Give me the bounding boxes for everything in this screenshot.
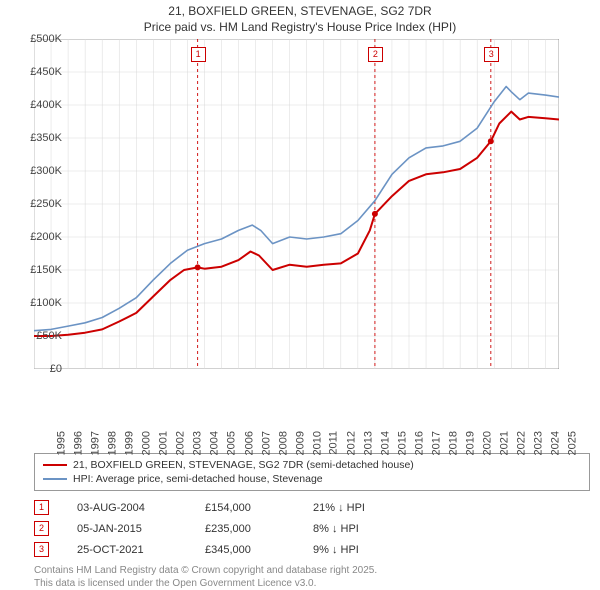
sale-hpi-diff: 8% ↓ HPI: [313, 523, 393, 535]
x-tick-label: 2005: [226, 431, 238, 455]
sale-marker-2: 2: [368, 47, 383, 62]
x-tick-label: 2006: [243, 431, 255, 455]
sale-date: 05-JAN-2015: [77, 523, 177, 535]
legend-swatch: [43, 478, 67, 480]
legend: 21, BOXFIELD GREEN, STEVENAGE, SG2 7DR (…: [34, 453, 590, 491]
sale-row-marker: 1: [34, 500, 49, 515]
x-tick-label: 1996: [73, 431, 85, 455]
x-tick-label: 2018: [448, 431, 460, 455]
x-tick-label: 2000: [141, 431, 153, 455]
sale-price: £235,000: [205, 523, 285, 535]
y-tick-label: £300K: [30, 165, 62, 177]
x-tick-label: 1998: [107, 431, 119, 455]
x-tick-label: 1999: [124, 431, 136, 455]
sale-row-marker: 3: [34, 542, 49, 557]
x-tick-label: 2020: [482, 431, 494, 455]
legend-label: 21, BOXFIELD GREEN, STEVENAGE, SG2 7DR (…: [73, 459, 414, 471]
x-tick-label: 2004: [209, 431, 221, 455]
y-tick-label: £450K: [30, 66, 62, 78]
line-chart: [34, 39, 559, 369]
sale-row: 3 25-OCT-2021 £345,000 9% ↓ HPI: [34, 539, 590, 560]
x-tick-label: 2002: [175, 431, 187, 455]
sale-price: £154,000: [205, 502, 285, 514]
x-tick-label: 1995: [55, 431, 67, 455]
x-tick-label: 2009: [294, 431, 306, 455]
y-tick-label: £100K: [30, 297, 62, 309]
x-tick-label: 2016: [413, 431, 425, 455]
x-tick-label: 2017: [430, 431, 442, 455]
sale-row: 2 05-JAN-2015 £235,000 8% ↓ HPI: [34, 518, 590, 539]
x-tick-label: 2022: [516, 431, 528, 455]
title-line1: 21, BOXFIELD GREEN, STEVENAGE, SG2 7DR: [0, 4, 600, 20]
x-tick-label: 2019: [465, 431, 477, 455]
x-tick-label: 2001: [158, 431, 170, 455]
x-tick-label: 2025: [567, 431, 579, 455]
sale-date: 25-OCT-2021: [77, 544, 177, 556]
x-tick-label: 2008: [277, 431, 289, 455]
x-tick-label: 2023: [533, 431, 545, 455]
x-tick-label: 2012: [345, 431, 357, 455]
x-tick-label: 1997: [90, 431, 102, 455]
sale-date: 03-AUG-2004: [77, 502, 177, 514]
sale-marker-1: 1: [191, 47, 206, 62]
x-tick-label: 2015: [396, 431, 408, 455]
y-tick-label: £0: [50, 363, 62, 375]
x-tick-label: 2011: [327, 431, 339, 455]
sales-table: 1 03-AUG-2004 £154,000 21% ↓ HPI 2 05-JAN-201…: [34, 497, 590, 560]
y-tick-label: £200K: [30, 231, 62, 243]
x-tick-label: 2013: [362, 431, 374, 455]
x-tick-label: 2014: [379, 431, 391, 455]
title-line2: Price paid vs. HM Land Registry's House …: [0, 20, 600, 36]
legend-label: HPI: Average price, semi-detached house,…: [73, 473, 323, 485]
sale-row: 1 03-AUG-2004 £154,000 21% ↓ HPI: [34, 497, 590, 518]
x-tick-label: 2010: [311, 431, 323, 455]
footer-line2: This data is licensed under the Open Gov…: [34, 577, 590, 590]
y-tick-label: £400K: [30, 99, 62, 111]
legend-row: 21, BOXFIELD GREEN, STEVENAGE, SG2 7DR (…: [43, 458, 581, 472]
sale-price: £345,000: [205, 544, 285, 556]
x-tick-label: 2024: [550, 431, 562, 455]
sale-hpi-diff: 21% ↓ HPI: [313, 502, 393, 514]
x-tick-label: 2007: [260, 431, 272, 455]
legend-row: HPI: Average price, semi-detached house,…: [43, 472, 581, 486]
chart-area: £0£50K£100K£150K£200K£250K£300K£350K£400…: [34, 39, 594, 409]
y-tick-label: £350K: [30, 132, 62, 144]
y-tick-label: £250K: [30, 198, 62, 210]
legend-swatch: [43, 464, 67, 466]
y-tick-label: £500K: [30, 33, 62, 45]
footer-attribution: Contains HM Land Registry data © Crown c…: [34, 564, 590, 590]
sale-hpi-diff: 9% ↓ HPI: [313, 544, 393, 556]
y-tick-label: £150K: [30, 264, 62, 276]
chart-title: 21, BOXFIELD GREEN, STEVENAGE, SG2 7DR P…: [0, 0, 600, 35]
footer-line1: Contains HM Land Registry data © Crown c…: [34, 564, 590, 577]
sale-marker-3: 3: [484, 47, 499, 62]
y-tick-label: £50K: [36, 330, 62, 342]
sale-row-marker: 2: [34, 521, 49, 536]
x-tick-label: 2021: [499, 431, 511, 455]
x-tick-label: 2003: [192, 431, 204, 455]
